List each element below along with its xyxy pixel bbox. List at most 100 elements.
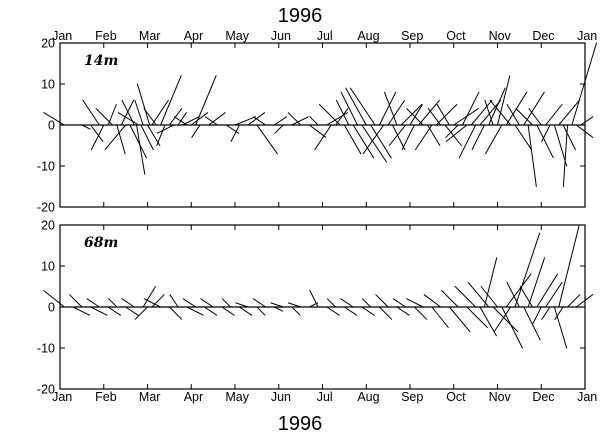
vector-stick xyxy=(466,306,488,328)
vector-stick xyxy=(467,281,490,308)
vector-stick xyxy=(361,298,372,308)
vector-stick xyxy=(361,306,375,316)
vector-stick xyxy=(554,306,564,320)
vector-stick xyxy=(387,99,406,126)
vector-stick xyxy=(567,294,581,308)
vector-stick xyxy=(545,281,563,308)
vector-stick xyxy=(107,306,121,316)
vector-stick xyxy=(238,306,253,316)
top-year-title: 1996 xyxy=(278,5,323,27)
vector-stick xyxy=(108,298,118,308)
vector-stick xyxy=(575,124,594,138)
vector-stick xyxy=(441,290,459,308)
vector-stick xyxy=(274,124,284,134)
vector-stick xyxy=(396,306,410,316)
vector-stick xyxy=(168,108,183,126)
vector-stick xyxy=(174,116,188,126)
vector-stick xyxy=(527,124,537,187)
y-tick-label: 20 xyxy=(41,37,55,51)
vector-stick xyxy=(493,306,512,333)
month-label: Jan xyxy=(52,29,72,43)
vector-stick xyxy=(43,290,65,308)
month-label: Oct xyxy=(446,390,466,404)
vector-stick xyxy=(116,124,126,155)
vector-stick xyxy=(252,298,267,308)
vector-stick xyxy=(195,75,217,126)
vector-stick xyxy=(414,124,433,151)
vector-stick xyxy=(256,124,278,155)
vector-stick xyxy=(489,99,512,126)
vector-stick xyxy=(484,124,503,155)
panel-68m: -20 -10 0 10 20 Jan Feb Mar Apr May Jun Jul Aug Sep Oc… xyxy=(37,219,597,405)
y-tick-label: 20 xyxy=(41,219,55,233)
vector-stick xyxy=(121,298,135,308)
vector-stick xyxy=(392,298,407,308)
vector-stick xyxy=(352,124,375,159)
vector-stick xyxy=(527,257,546,308)
vector-stick xyxy=(252,116,267,126)
panel-depth-label: 68m xyxy=(84,235,118,251)
vector-stick xyxy=(43,112,65,126)
vector-stick xyxy=(190,112,209,126)
vector-stick xyxy=(445,124,468,142)
vector-stick xyxy=(168,306,183,320)
vector-stick xyxy=(454,286,477,308)
vector-stick xyxy=(575,294,594,308)
vector-stick xyxy=(541,124,551,142)
vector-stick xyxy=(515,108,533,126)
vector-stick xyxy=(151,294,165,308)
vector-stick xyxy=(221,298,232,308)
vector-stick xyxy=(326,306,340,316)
vector-stick xyxy=(431,306,449,328)
vector-stick xyxy=(448,306,471,333)
month-label: Aug xyxy=(357,29,379,43)
vector-stick xyxy=(309,116,319,126)
month-label: Apr xyxy=(184,29,203,43)
vector-stick xyxy=(484,99,494,126)
month-label: Apr xyxy=(184,390,203,404)
vector-stick xyxy=(514,232,541,308)
vector-stick xyxy=(462,91,480,126)
month-label: Jan xyxy=(577,29,597,43)
vector-stick xyxy=(270,302,284,308)
vector-stick xyxy=(169,294,179,308)
vector-stick xyxy=(479,99,501,126)
month-label: Oct xyxy=(446,29,466,43)
vector-stick xyxy=(120,99,135,126)
month-label: Sep xyxy=(401,29,423,43)
vector-stick xyxy=(134,99,144,126)
vector-stick xyxy=(125,306,139,316)
vector-stick xyxy=(308,124,327,138)
month-label: Sep xyxy=(401,390,423,404)
month-label: May xyxy=(225,29,249,43)
y-tick-label: -20 xyxy=(37,383,55,397)
vector-stick xyxy=(545,104,563,126)
vector-stick xyxy=(225,124,240,134)
vector-stick xyxy=(82,99,100,126)
vector-stick xyxy=(562,124,576,151)
month-label: Dec xyxy=(532,29,554,43)
vector-stick xyxy=(319,104,341,126)
vector-stick xyxy=(406,298,424,308)
vector-stick xyxy=(151,99,169,126)
month-label: Mar xyxy=(139,29,161,43)
vector-stick xyxy=(72,306,91,316)
vector-stick xyxy=(409,104,423,126)
month-label: Jun xyxy=(271,390,291,404)
vector-stick xyxy=(553,124,568,167)
vector-stick xyxy=(134,306,148,320)
vector-stick xyxy=(378,91,397,126)
vector-stick xyxy=(505,273,532,308)
vector-stick xyxy=(117,112,140,126)
vector-stick xyxy=(86,298,100,308)
vector-stick xyxy=(314,124,332,151)
vector-stick xyxy=(514,124,532,151)
vector-stick xyxy=(571,42,597,126)
y-tick-label: 0 xyxy=(48,301,55,315)
vector-stick xyxy=(208,112,226,126)
vector-stick xyxy=(388,124,407,146)
vector-stick xyxy=(204,116,218,126)
vector-stick xyxy=(90,306,108,316)
